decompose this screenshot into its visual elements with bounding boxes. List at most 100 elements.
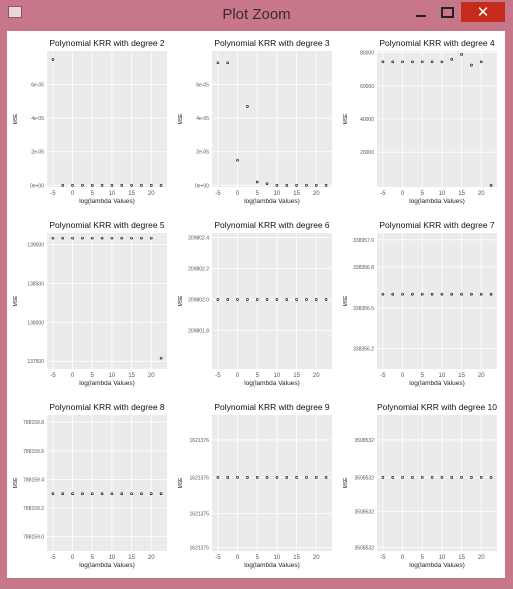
x-tick-label: 10 (109, 555, 116, 561)
data-point (236, 158, 239, 162)
data-point (324, 476, 328, 479)
x-tick-label: 15 (128, 373, 135, 379)
data-point (265, 298, 269, 301)
y-tick-label: 6e-05 (31, 83, 44, 89)
data-point (314, 184, 318, 187)
x-axis-label: log(lambda Values) (79, 562, 135, 569)
x-tick-label: -5 (50, 373, 56, 379)
data-point (295, 476, 298, 479)
close-button[interactable]: ✕ (461, 2, 505, 22)
data-point (100, 184, 104, 187)
data-point (430, 476, 434, 479)
data-point (430, 292, 434, 296)
y-axis-label: MSE (13, 113, 19, 125)
y-tick-label: 80000 (360, 51, 374, 57)
x-axis-label: log(lambda Values) (244, 198, 300, 205)
x-tick-label: 5 (256, 373, 260, 379)
x-tick-label: 10 (439, 373, 446, 379)
data-point (51, 58, 55, 61)
panel-background (47, 415, 167, 551)
x-tick-label: -5 (50, 191, 56, 197)
data-point (226, 476, 230, 479)
data-point (51, 236, 55, 240)
y-tick-label: 338357.0 (353, 238, 374, 244)
x-tick-label: 10 (109, 191, 116, 197)
data-point (120, 236, 124, 240)
plot-area: Polynomial KRR with degree 2 0e+00 2e-05 4e… (7, 31, 505, 578)
data-point (159, 492, 163, 496)
y-tick-label: 1621376 (190, 475, 210, 481)
y-tick-label: 138000 (27, 320, 44, 326)
x-tick-label: 20 (148, 191, 155, 197)
data-point (440, 292, 444, 296)
data-point (391, 292, 395, 296)
y-axis-label: MSE (178, 113, 184, 125)
x-tick-label: 10 (274, 191, 281, 197)
data-point (130, 236, 133, 240)
data-point (140, 492, 143, 496)
data-point (479, 292, 483, 296)
y-tick-label: 209802.2 (188, 267, 209, 273)
y-tick-label: 2e-05 (31, 150, 44, 156)
data-point (391, 476, 395, 479)
data-point (381, 292, 385, 296)
x-tick-label: 0 (71, 555, 75, 561)
data-point (460, 53, 463, 56)
panel-background (377, 233, 497, 369)
y-axis-label: MSE (343, 113, 349, 125)
data-point (255, 476, 259, 479)
chart-title: Polynomial KRR with degree 6 (214, 220, 330, 230)
data-point (216, 61, 220, 65)
x-axis-label: log(lambda Values) (79, 380, 135, 387)
x-tick-label: 0 (71, 373, 75, 379)
title-bar[interactable]: Plot Zoom ✕ (0, 0, 513, 30)
maximize-icon (440, 6, 454, 18)
chart-title: Polynomial KRR with degree 10 (377, 402, 497, 412)
data-point (100, 492, 104, 496)
data-point (450, 292, 454, 296)
x-tick-label: 20 (478, 373, 485, 379)
data-point (324, 184, 328, 187)
x-tick-label: 5 (91, 373, 95, 379)
y-tick-label: 3508532 (355, 475, 375, 481)
data-point (470, 292, 473, 296)
data-point (314, 298, 318, 301)
data-point (110, 492, 114, 496)
data-point (140, 236, 143, 240)
data-point (460, 476, 463, 479)
panel-background (47, 51, 167, 187)
data-point (489, 184, 493, 187)
x-tick-label: 20 (148, 555, 155, 561)
data-point (90, 492, 94, 496)
data-point (90, 236, 94, 240)
chart-title: Polynomial KRR with degree 3 (214, 38, 330, 48)
x-tick-label: 0 (236, 373, 240, 379)
data-point (275, 184, 279, 187)
chart-3: Polynomial KRR with degree 4 20000 40000 60… (343, 38, 497, 205)
data-point (159, 184, 163, 187)
maximize-button[interactable] (434, 2, 460, 22)
x-tick-label: -5 (380, 555, 386, 561)
x-tick-label: 20 (313, 373, 320, 379)
chart-6: Polynomial KRR with degree 7 338356.2 3383… (343, 220, 497, 387)
data-point (305, 184, 308, 187)
x-tick-label: 15 (293, 373, 300, 379)
data-point (149, 492, 153, 496)
x-tick-label: 20 (313, 191, 320, 197)
y-tick-label: 209801.8 (188, 328, 209, 334)
data-point (305, 476, 308, 479)
minimize-button[interactable] (408, 2, 434, 22)
y-axis-label: MSE (343, 295, 349, 307)
y-tick-label: 139000 (27, 243, 44, 249)
x-axis-label: log(lambda Values) (409, 380, 465, 387)
data-point (401, 292, 404, 296)
data-point (450, 476, 454, 479)
minimize-icon (416, 15, 426, 17)
x-tick-label: 15 (458, 191, 465, 197)
data-point (51, 492, 55, 496)
data-point (275, 476, 279, 479)
data-point (149, 236, 153, 240)
y-tick-label: 209802.4 (188, 236, 209, 242)
data-point (295, 298, 298, 301)
chart-4: Polynomial KRR with degree 5 137500 138000… (13, 220, 167, 387)
